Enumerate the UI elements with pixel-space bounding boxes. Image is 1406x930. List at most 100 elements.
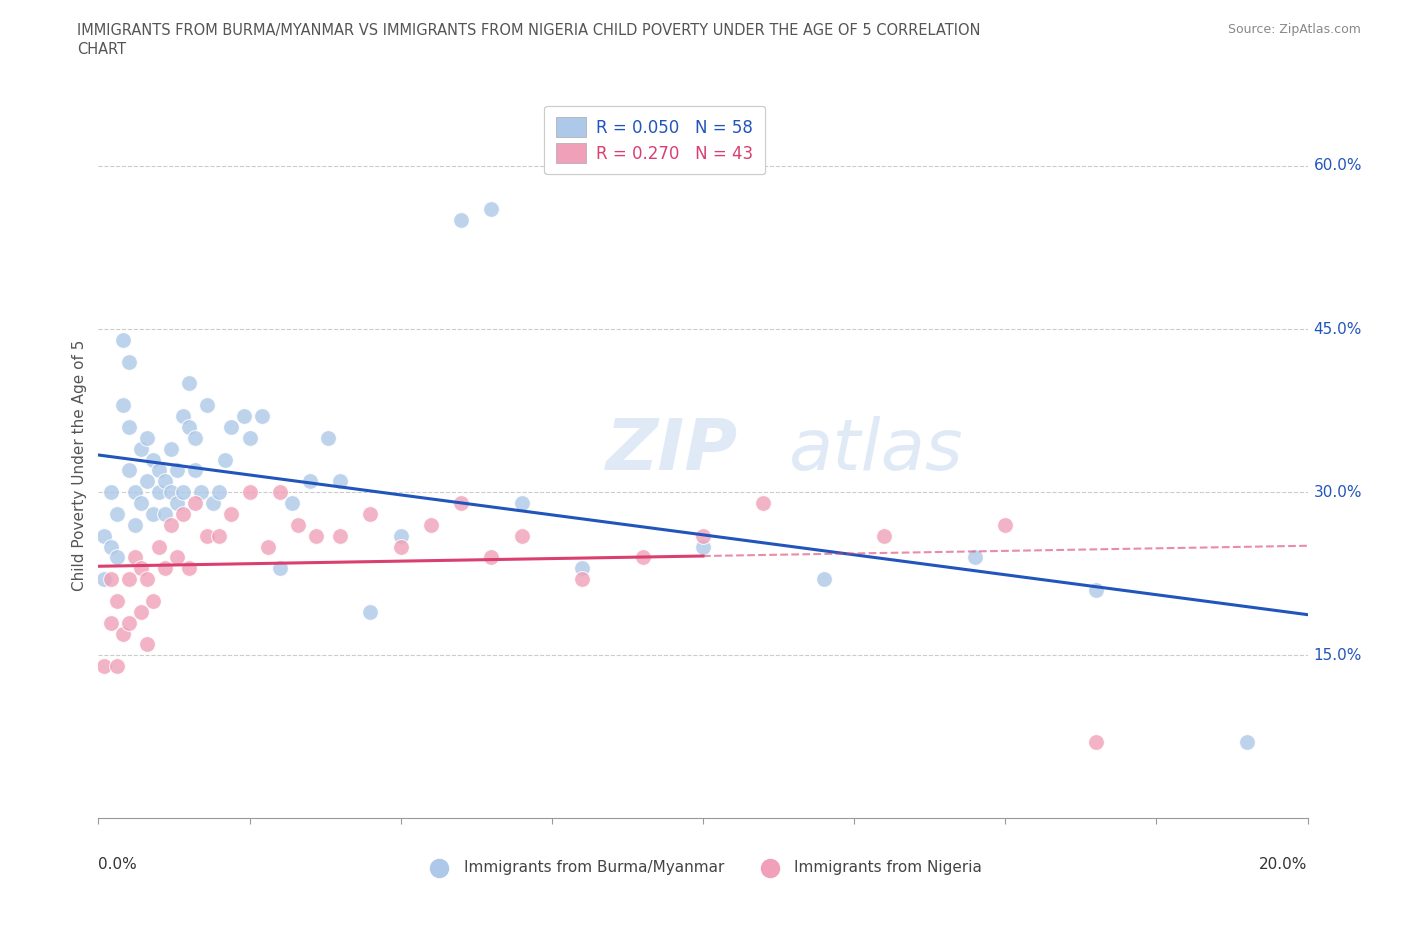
Point: [100, 485, 122, 499]
Point: [166, 463, 188, 478]
Point: [510, 496, 533, 511]
Point: [135, 637, 157, 652]
Point: [142, 452, 165, 467]
Point: [481, 550, 503, 565]
Point: [179, 376, 201, 391]
Point: [172, 408, 194, 423]
Point: [124, 485, 146, 499]
Text: 0.0%: 0.0%: [98, 857, 138, 872]
Point: [316, 431, 339, 445]
Point: [124, 550, 146, 565]
Point: [118, 572, 141, 587]
Point: [305, 528, 328, 543]
Text: atlas: atlas: [787, 417, 962, 485]
Point: [172, 507, 194, 522]
Point: [118, 463, 141, 478]
Point: [166, 496, 188, 511]
Point: [166, 550, 188, 565]
Point: [129, 561, 152, 576]
Text: IMMIGRANTS FROM BURMA/MYANMAR VS IMMIGRANTS FROM NIGERIA CHILD POVERTY UNDER THE: IMMIGRANTS FROM BURMA/MYANMAR VS IMMIGRA…: [77, 23, 981, 38]
Point: [129, 496, 152, 511]
Point: [450, 213, 472, 228]
Point: [360, 604, 382, 619]
Text: 30.0%: 30.0%: [1313, 485, 1362, 499]
Point: [202, 496, 225, 511]
Point: [153, 507, 176, 522]
Point: [100, 572, 122, 587]
Point: [813, 572, 835, 587]
Point: [232, 408, 254, 423]
Point: [184, 463, 207, 478]
Text: 20.0%: 20.0%: [1260, 857, 1308, 872]
Point: [124, 517, 146, 532]
Point: [214, 452, 236, 467]
Point: [571, 572, 593, 587]
Point: [142, 593, 165, 608]
Point: [148, 485, 170, 499]
Point: [221, 419, 243, 434]
Point: [360, 507, 382, 522]
Point: [1236, 735, 1258, 750]
Point: [752, 496, 775, 511]
Point: [105, 550, 128, 565]
Point: [93, 572, 115, 587]
Point: [195, 528, 218, 543]
Point: [389, 528, 412, 543]
Point: [1085, 582, 1108, 597]
Point: [1085, 735, 1108, 750]
Point: [239, 431, 262, 445]
Point: [100, 539, 122, 554]
Text: ZIP: ZIP: [606, 417, 738, 485]
Point: [571, 561, 593, 576]
Point: [256, 539, 278, 554]
Point: [93, 528, 115, 543]
Point: [105, 507, 128, 522]
Point: [250, 408, 273, 423]
Point: [510, 528, 533, 543]
Point: [93, 658, 115, 673]
Point: [208, 528, 231, 543]
Point: [148, 539, 170, 554]
Point: [184, 431, 207, 445]
Point: [269, 561, 291, 576]
Point: [135, 572, 157, 587]
Point: [420, 517, 443, 532]
Point: [287, 517, 309, 532]
Point: [190, 485, 212, 499]
Point: [160, 441, 183, 456]
Point: [269, 485, 291, 499]
Point: [631, 550, 654, 565]
Point: [179, 419, 201, 434]
Point: [208, 485, 231, 499]
Point: [481, 202, 503, 217]
Text: 45.0%: 45.0%: [1313, 322, 1362, 337]
Point: [129, 604, 152, 619]
Point: [100, 616, 122, 631]
Point: [179, 561, 201, 576]
Point: [153, 474, 176, 489]
Point: [172, 485, 194, 499]
Point: [111, 626, 134, 641]
Point: [148, 463, 170, 478]
Point: [329, 474, 352, 489]
Point: [111, 398, 134, 413]
Y-axis label: Child Poverty Under the Age of 5: Child Poverty Under the Age of 5: [72, 339, 87, 591]
Point: [135, 474, 157, 489]
Point: [111, 333, 134, 348]
Point: [129, 441, 152, 456]
Point: [195, 398, 218, 413]
Point: [994, 517, 1017, 532]
Point: [160, 485, 183, 499]
Point: [329, 528, 352, 543]
Point: [281, 496, 304, 511]
Text: 60.0%: 60.0%: [1313, 158, 1362, 174]
Point: [692, 528, 714, 543]
Legend: Immigrants from Burma/Myanmar, Immigrants from Nigeria: Immigrants from Burma/Myanmar, Immigrant…: [418, 855, 988, 882]
Point: [118, 616, 141, 631]
Point: [450, 496, 472, 511]
Point: [105, 593, 128, 608]
Point: [873, 528, 896, 543]
Point: [135, 431, 157, 445]
Point: [389, 539, 412, 554]
Point: [692, 539, 714, 554]
